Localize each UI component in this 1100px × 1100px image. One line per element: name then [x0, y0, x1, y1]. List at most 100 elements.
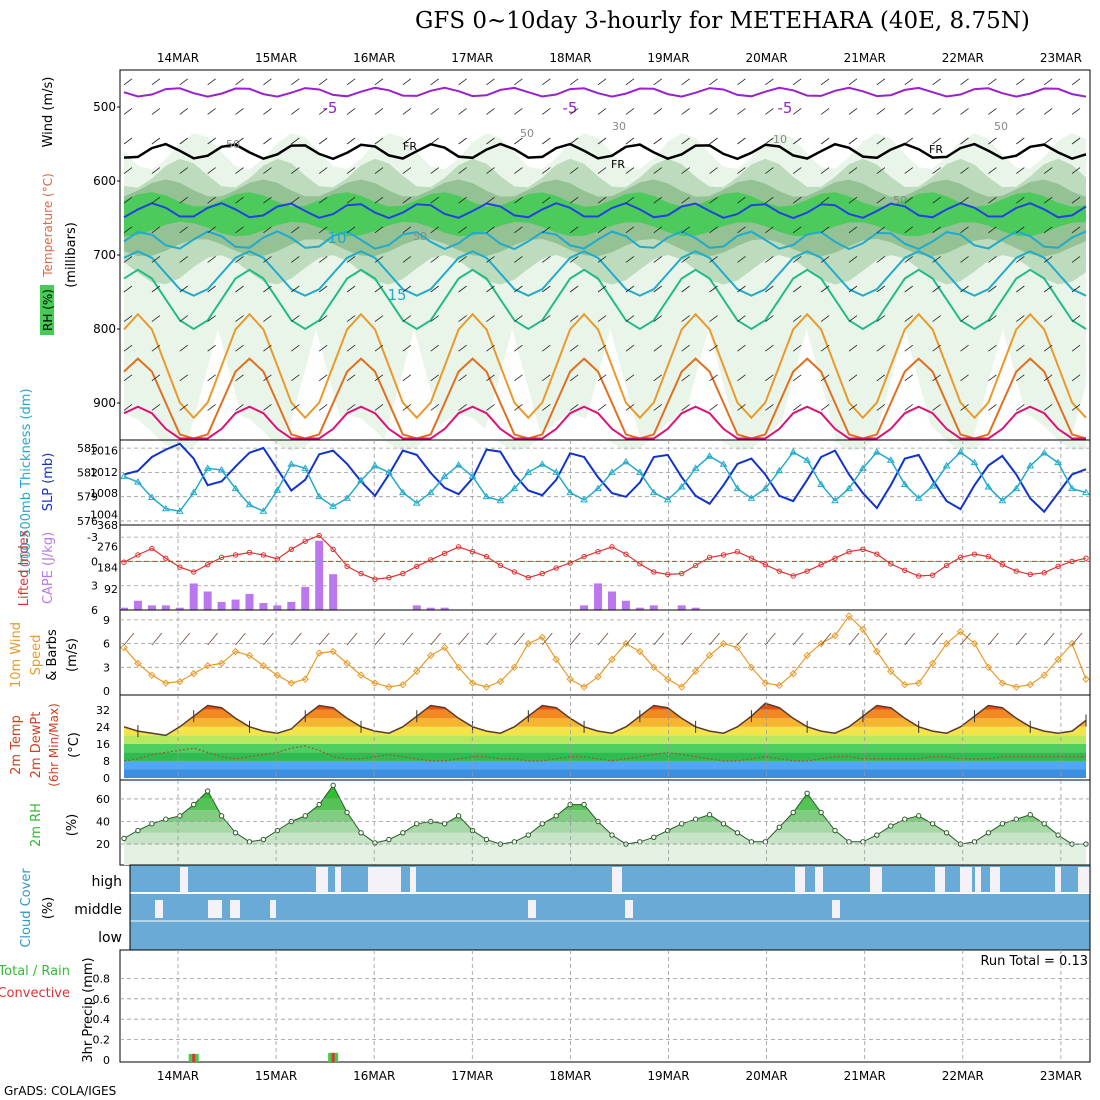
rh-point [316, 801, 322, 808]
wind-barb [458, 344, 467, 352]
wind-speed-point [301, 675, 309, 683]
thickness-point [315, 492, 324, 500]
wind-barb [709, 344, 718, 352]
wind-barb [123, 404, 133, 411]
wind-barb [318, 196, 328, 204]
pressure-tick-label: 900 [93, 396, 116, 410]
wind-speed-point [664, 675, 672, 683]
lifted-index-point [734, 549, 741, 555]
middle-cloud-gap [528, 900, 536, 918]
thickness-line [123, 451, 1087, 513]
wind-barb [123, 196, 133, 204]
thickness-point [412, 499, 421, 506]
wind-barb [792, 137, 802, 145]
wind-barb [625, 374, 635, 382]
wind-barb [932, 404, 941, 411]
wind-barb [904, 78, 913, 86]
wind-barb [291, 137, 300, 145]
wind-barb [709, 167, 718, 174]
wind-speed-point [259, 662, 268, 670]
wind-barb [848, 404, 858, 411]
wind-barb [792, 78, 802, 86]
thickness-point [775, 466, 784, 474]
precip-tick-label: 0.2 [93, 1034, 111, 1047]
wind-barb [737, 108, 746, 115]
high-cloud-gap [410, 867, 416, 893]
dry-boundary-layer [188, 329, 248, 440]
wind-speed-point [566, 675, 574, 683]
chart-title: GFS 0~10day 3-hourly for METEHARA (40E, … [415, 8, 1030, 34]
contour-label: -5 [778, 99, 793, 117]
wind-barb [653, 374, 663, 382]
wind-barb [458, 226, 467, 234]
wind-speed-point [956, 628, 965, 636]
rh-point [441, 821, 448, 827]
wind-barb [737, 374, 746, 382]
wind-speed-line [123, 615, 1087, 688]
wind-barb [514, 344, 523, 352]
cloud-axis-label: Cloud Cover [19, 868, 34, 948]
wind-barb [988, 256, 997, 263]
wind-barb [179, 344, 189, 352]
wind-barb [346, 404, 356, 411]
wind-barb [765, 344, 774, 352]
wind-barb [374, 285, 384, 293]
wind-barb [1016, 108, 1025, 115]
wind-barb [1043, 196, 1053, 204]
wind-speed-point [1012, 683, 1020, 691]
wind-speed-point [608, 655, 616, 664]
wind-speed-point [1054, 655, 1062, 664]
convective-precip-bar [331, 1052, 335, 1062]
wind-barb [151, 256, 161, 263]
thickness-point [1040, 448, 1049, 456]
rh-point [999, 821, 1006, 827]
wind-barb [179, 315, 189, 322]
rh-point [539, 821, 545, 827]
lifted-index-point [191, 569, 197, 575]
rh-point [121, 835, 127, 842]
wind-barb [123, 137, 133, 145]
wind-barb [151, 404, 161, 411]
wind-barb [1016, 137, 1025, 145]
cloud-layer-label: middle [74, 902, 122, 918]
cape-bar [133, 600, 142, 610]
wind-barb [179, 167, 189, 174]
thickness-point [510, 484, 519, 492]
high-cloud-gap [1055, 867, 1061, 893]
wind-barb [542, 196, 551, 204]
wind-barb [876, 285, 886, 293]
date-label-top: 14MAR [157, 51, 199, 65]
wind-barb [291, 285, 300, 293]
wind-barb [151, 344, 161, 352]
contour-label: 10 [773, 133, 787, 146]
temperature-tick-label: 32 [96, 704, 110, 717]
rh-point [985, 830, 992, 836]
wind-barb [514, 315, 523, 322]
wind-barb [291, 344, 300, 352]
thickness-point [886, 456, 895, 463]
wind-barb [904, 256, 913, 263]
thickness-point [859, 464, 867, 471]
wind-barb [486, 226, 495, 234]
lifted-index-point [1069, 558, 1075, 565]
wind-barb [486, 256, 495, 263]
surface-wind-barb [179, 632, 191, 646]
rh-point [692, 816, 699, 822]
wind-barb [514, 226, 523, 234]
wind-barb [737, 226, 746, 234]
wind-barb [569, 374, 579, 382]
wind-barb [1016, 256, 1025, 263]
lifted-index-point [623, 551, 629, 557]
wind-barb [1016, 78, 1025, 86]
surface-wind-barb [151, 632, 163, 646]
pressure-tick-label: 800 [93, 322, 116, 336]
wind-tick-label: 0 [103, 685, 110, 698]
lifted-index-point [302, 538, 308, 544]
cape-bar [287, 601, 296, 610]
contour-label: FR [929, 143, 943, 156]
high-cloud-gap [335, 867, 341, 893]
wind-barb [765, 404, 774, 411]
wind-speed-point [329, 647, 337, 656]
wind-barb [346, 196, 356, 204]
wind-speed-point [636, 647, 644, 656]
